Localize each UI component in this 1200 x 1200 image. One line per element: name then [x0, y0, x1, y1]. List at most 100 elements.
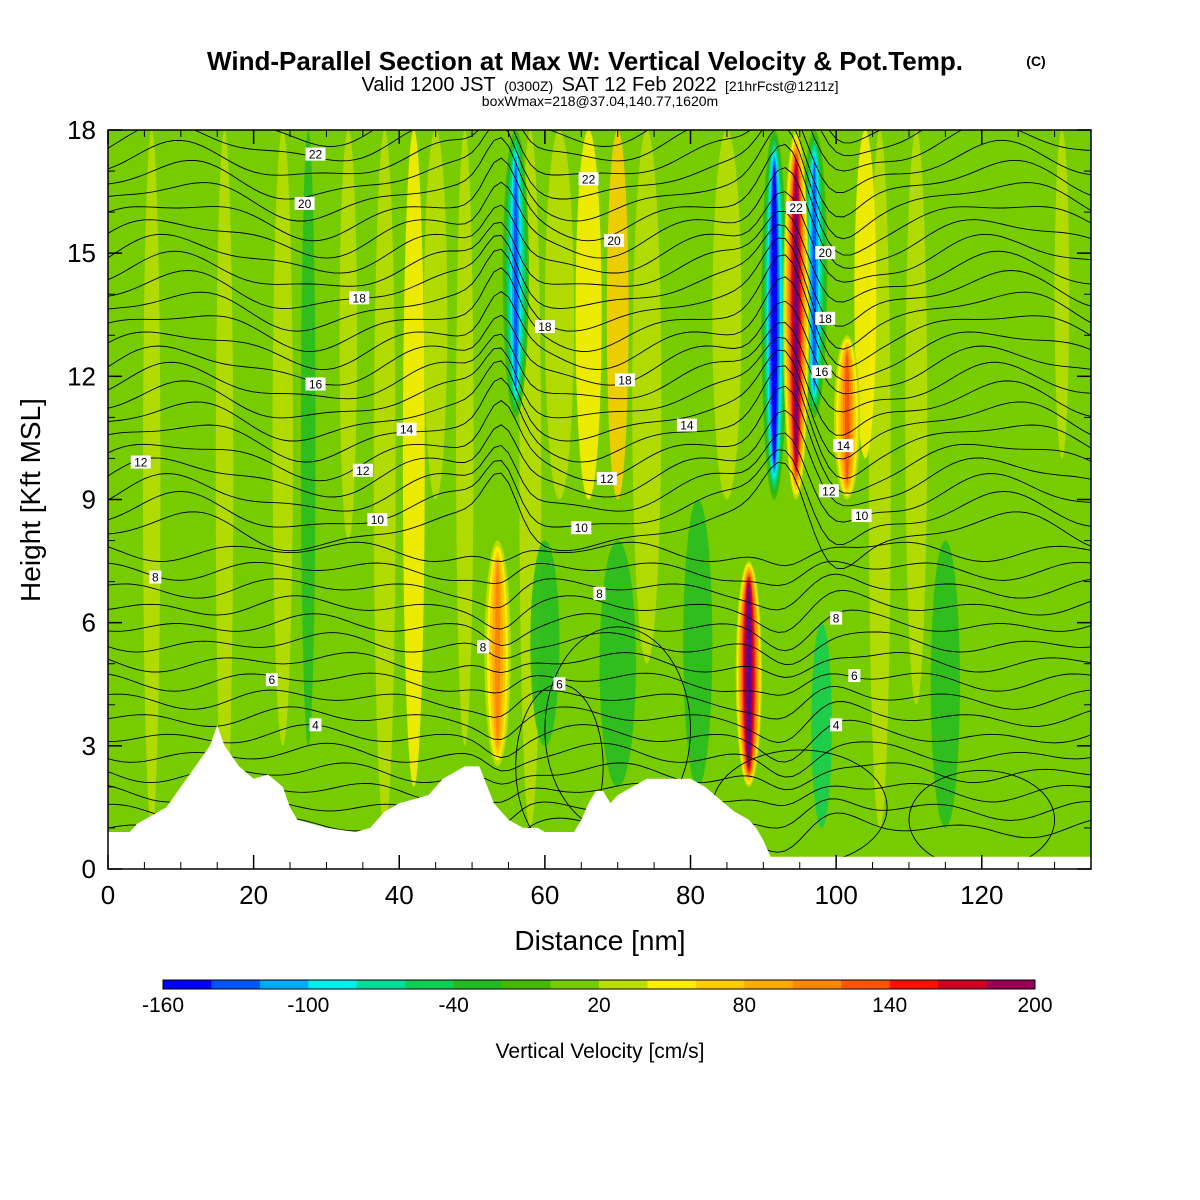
- colorbar-swatch: [841, 980, 891, 989]
- contour-labels: 22 20 18 16 14 12 10 12 8 6 4 22 20 18 18 14 12 10 8 8 6 22 20…: [130, 147, 872, 732]
- colorbar-tick-label: -160: [142, 994, 184, 1017]
- contour-label-bg: [553, 677, 566, 691]
- velocity-streak: [930, 540, 960, 828]
- theta-contour-line: [108, 461, 1091, 570]
- contour-label-bg: [265, 673, 278, 687]
- contour-label-text: 22: [789, 201, 803, 215]
- theta-contour-line: [108, 685, 1091, 720]
- velocity-streak: [599, 540, 636, 787]
- contour-label-bg: [830, 718, 843, 732]
- contour-label: 20: [815, 246, 836, 260]
- x-tick-label: 0: [101, 880, 115, 910]
- theta-contour-line: [108, 237, 1091, 350]
- contour-label-bg: [614, 373, 635, 387]
- y-tick-label: 3: [82, 731, 96, 761]
- contour-label-bg: [305, 147, 326, 161]
- colorbar-swatch: [502, 980, 552, 989]
- theta-contour-line: [108, 609, 1091, 652]
- theta-contour-line: [108, 300, 1091, 395]
- contour-label: 20: [604, 233, 625, 248]
- contour-label-bg: [786, 201, 807, 215]
- contour-label-text: 6: [851, 669, 858, 683]
- x-tick-label: 120: [960, 880, 1003, 910]
- contour-label: 12: [818, 484, 839, 498]
- contour-label-text: 18: [618, 373, 632, 387]
- contour-label-text: 8: [833, 612, 840, 626]
- contour-label: 18: [614, 373, 635, 387]
- colorbar-swatch: [938, 980, 988, 989]
- contour-label-text: 18: [538, 320, 552, 334]
- velocity-streak: [632, 130, 662, 664]
- contour-label-text: 18: [819, 312, 833, 326]
- contour-label: 14: [676, 418, 697, 433]
- colorbar-swatch: [550, 980, 600, 989]
- contour-label-text: 10: [855, 509, 869, 523]
- y-tick-label: 18: [67, 115, 96, 145]
- contour-label: 4: [309, 718, 322, 732]
- contour-label: 16: [305, 377, 326, 392]
- theta-contour-line: [108, 130, 1091, 218]
- colorbar-swatch: [453, 980, 503, 989]
- theta-contour-line: [108, 254, 1091, 368]
- contour-label-bg: [848, 669, 861, 683]
- colorbar-swatch: [211, 980, 261, 989]
- theta-contour-line: [108, 211, 1091, 303]
- contour-label-bg: [604, 233, 625, 247]
- contour-label-text: 12: [356, 464, 370, 478]
- contour-label: 20: [294, 196, 315, 211]
- theta-contour-line: [108, 560, 1091, 587]
- theta-contour-line: [108, 589, 1091, 633]
- x-tick-label: 100: [814, 880, 857, 910]
- y-axis-label: Height [Kft MSL]: [15, 398, 46, 602]
- theta-contour-line: [108, 349, 1091, 460]
- contour-label-bg: [571, 521, 592, 535]
- contour-label: 12: [352, 463, 373, 478]
- contour-label-text: 8: [152, 571, 159, 585]
- contour-label-bg: [851, 508, 872, 522]
- contour-label: 14: [396, 422, 417, 437]
- theta-contour-line: [108, 130, 1091, 193]
- terrain: [108, 725, 1091, 869]
- theta-contour-line: [108, 741, 1091, 778]
- theta-contour-line: [108, 276, 1091, 382]
- theta-contour-line: [108, 365, 1091, 480]
- colorbar-label: Vertical Velocity [cm/s]: [496, 1040, 705, 1063]
- contour-label-text: 10: [575, 521, 589, 535]
- colorbar-tick-label: -100: [287, 994, 329, 1017]
- y-tick-label: 6: [82, 608, 96, 638]
- contour-label-text: 6: [556, 677, 563, 691]
- contour-label: 14: [833, 439, 854, 453]
- contour-label-bg: [352, 463, 373, 477]
- contour-label-text: 4: [312, 718, 319, 732]
- x-tick-label: 40: [385, 880, 414, 910]
- contour-label: 8: [830, 611, 843, 626]
- contour-label: 10: [571, 521, 592, 535]
- contour-label-text: 16: [815, 365, 829, 379]
- velocity-streak: [956, 130, 979, 705]
- contour-label: 16: [811, 365, 832, 379]
- contour-label-text: 8: [596, 587, 603, 601]
- contour-label-bg: [534, 320, 555, 334]
- downdraft-core: [812, 160, 817, 387]
- theta-contour-line: [108, 719, 1091, 763]
- colorbar-swatch: [308, 980, 358, 989]
- contour-label-bg: [815, 311, 836, 325]
- velocity-streak: [456, 130, 474, 746]
- theta-contour-line: [108, 409, 1091, 507]
- theta-contour-line: [108, 322, 1091, 413]
- contour-label: 8: [149, 570, 162, 585]
- contour-label: 8: [593, 586, 606, 601]
- contour-label: 18: [815, 311, 836, 326]
- velocity-streak: [424, 130, 448, 500]
- velocity-streak: [1054, 130, 1070, 459]
- contour-label-bg: [596, 471, 617, 485]
- velocity-streak: [606, 130, 629, 500]
- contour-label-text: 14: [837, 439, 851, 453]
- colorbar-swatch: [695, 980, 745, 989]
- box-info: boxWmax=218@37.04,140.77,1620m: [482, 93, 718, 109]
- plot-area: [108, 130, 1091, 869]
- chart-title: Wind-Parallel Section at Max W: Vertical…: [207, 46, 963, 76]
- theta-contour-loop: [908, 770, 1056, 869]
- theta-contour-line: [108, 224, 1091, 327]
- velocity-streak: [373, 130, 396, 828]
